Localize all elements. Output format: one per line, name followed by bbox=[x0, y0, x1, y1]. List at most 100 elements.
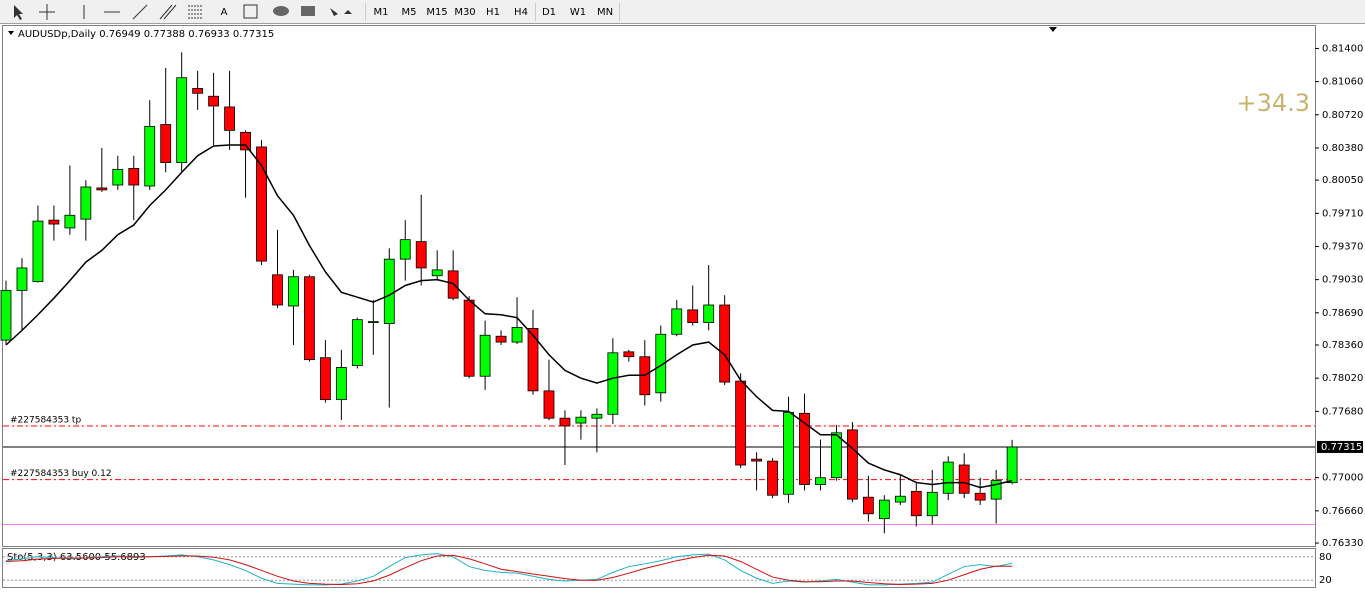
candle-body bbox=[575, 416, 587, 424]
y-tick-label: 0.78690 bbox=[1322, 308, 1363, 319]
main-frame bbox=[2, 25, 1316, 547]
label-tool[interactable] bbox=[243, 4, 258, 19]
fibo-tool[interactable] bbox=[188, 5, 202, 19]
order-label: #227584353 buy 0.12 bbox=[10, 469, 112, 479]
candle-body bbox=[32, 220, 44, 282]
candle-body bbox=[687, 309, 699, 323]
candle-body bbox=[751, 458, 762, 462]
candle-body bbox=[703, 304, 715, 323]
y-tick-label: 0.77000 bbox=[1322, 473, 1363, 484]
candle-body bbox=[974, 492, 986, 501]
candle-body bbox=[847, 429, 858, 500]
cursor-tool[interactable] bbox=[14, 5, 23, 20]
timeframe-button[interactable]: M5 bbox=[402, 7, 417, 18]
candle-body bbox=[80, 186, 92, 220]
candle-body bbox=[767, 460, 778, 496]
candle-body bbox=[304, 276, 315, 361]
candle-body bbox=[431, 269, 443, 277]
price-label-box bbox=[1317, 440, 1363, 453]
candle-body bbox=[831, 432, 842, 479]
candle-body bbox=[607, 352, 619, 415]
candle-body bbox=[0, 289, 12, 341]
y-tick-label: 0.78020 bbox=[1322, 373, 1363, 384]
candle-body bbox=[862, 496, 874, 515]
crosshair-tool[interactable] bbox=[39, 4, 55, 20]
candle-body bbox=[926, 491, 938, 517]
timeframe-button[interactable]: M15 bbox=[426, 7, 447, 18]
y-tick-label: 0.81400 bbox=[1322, 43, 1363, 54]
candle-body bbox=[288, 276, 299, 307]
candle-body bbox=[16, 267, 28, 291]
y-tick-label: 0.80380 bbox=[1322, 143, 1363, 154]
candle-body bbox=[463, 299, 475, 377]
candle-body bbox=[942, 461, 954, 494]
candle-body bbox=[319, 357, 331, 401]
candle-body bbox=[543, 390, 555, 419]
arrows-tool[interactable] bbox=[330, 8, 352, 16]
candle-body bbox=[415, 241, 427, 269]
y-tick-label: 80 bbox=[1319, 552, 1332, 563]
y-tick-label: 0.79030 bbox=[1322, 275, 1363, 286]
timeframe-button[interactable]: H4 bbox=[514, 7, 528, 18]
y-tick-label: 0.79710 bbox=[1322, 208, 1363, 219]
moving-average bbox=[5, 144, 1013, 489]
text-tool[interactable]: A bbox=[221, 7, 228, 18]
candle-body bbox=[399, 239, 411, 260]
candle-body bbox=[240, 131, 251, 151]
candle-body bbox=[1006, 446, 1018, 484]
timeframe-button[interactable]: H1 bbox=[486, 7, 500, 18]
drawing-tools: A bbox=[14, 3, 620, 21]
candle-body bbox=[894, 495, 906, 503]
candle-body bbox=[160, 124, 172, 163]
candle-body bbox=[671, 308, 683, 335]
y-tick-label: 0.76330 bbox=[1322, 538, 1363, 549]
chart-header: AUDUSDp,Daily 0.76949 0.77388 0.76933 0.… bbox=[18, 29, 274, 40]
candle-body bbox=[495, 335, 507, 343]
y-tick-label: 0.80050 bbox=[1322, 175, 1363, 186]
candle-body bbox=[910, 490, 922, 517]
y-tick-label: 0.80720 bbox=[1322, 110, 1363, 121]
candle-body bbox=[64, 214, 76, 229]
shift-marker bbox=[1049, 27, 1057, 32]
timeframe-button[interactable]: MN bbox=[597, 7, 613, 18]
candle-body bbox=[719, 304, 731, 383]
candle-body bbox=[527, 328, 539, 392]
candle-body bbox=[48, 219, 60, 225]
toolbar bbox=[0, 0, 1365, 24]
candle-body bbox=[224, 106, 235, 131]
y-tick-label: 0.77680 bbox=[1322, 406, 1363, 417]
y-tick-label: 0.78360 bbox=[1322, 340, 1363, 351]
candle-body bbox=[958, 464, 970, 494]
candle-body bbox=[479, 334, 491, 377]
stochastic-line bbox=[5, 554, 1013, 585]
candle-body bbox=[176, 77, 188, 163]
candle-body bbox=[623, 351, 635, 358]
candle-body bbox=[256, 146, 267, 262]
candle-body bbox=[96, 187, 108, 191]
candle-body bbox=[128, 168, 140, 186]
trendline-tool[interactable] bbox=[132, 4, 148, 20]
candle-body bbox=[559, 417, 571, 427]
candle-body bbox=[783, 411, 794, 495]
candle-body bbox=[335, 367, 347, 401]
timeframe-button[interactable]: W1 bbox=[570, 7, 586, 18]
candle-body bbox=[192, 88, 204, 94]
rect-tool[interactable] bbox=[301, 6, 315, 16]
candle-body bbox=[735, 380, 747, 466]
ellipse-tool[interactable] bbox=[273, 6, 289, 16]
timeframe-button[interactable]: M30 bbox=[454, 7, 475, 18]
candle-body bbox=[655, 333, 667, 394]
timeframe-button[interactable]: D1 bbox=[542, 7, 556, 18]
timeframe-button[interactable]: M1 bbox=[374, 7, 389, 18]
channel-tool[interactable] bbox=[159, 4, 177, 20]
menu-arrow[interactable] bbox=[8, 31, 14, 35]
candle-body bbox=[112, 169, 124, 186]
y-tick-label: 20 bbox=[1319, 575, 1332, 586]
candle-body bbox=[144, 126, 156, 187]
y-tick-label: 0.81060 bbox=[1322, 77, 1363, 88]
candle-body bbox=[367, 321, 379, 323]
candle-body bbox=[799, 412, 810, 485]
candle-body bbox=[511, 327, 523, 343]
